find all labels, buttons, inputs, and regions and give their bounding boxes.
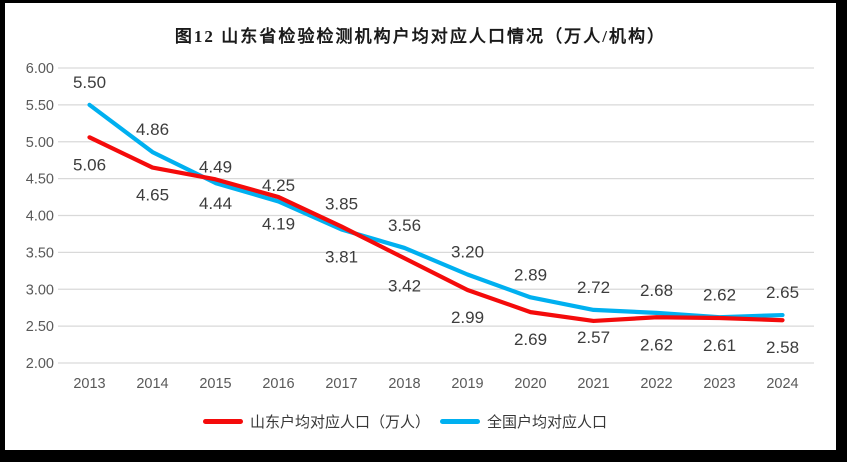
x-axis-tick-label: 2014 bbox=[136, 376, 168, 392]
data-label: 2.58 bbox=[766, 338, 799, 357]
data-label: 4.25 bbox=[262, 176, 295, 195]
chart-title: 图12 山东省检验检测机构户均对应人口情况（万人/机构） bbox=[174, 27, 667, 46]
data-label: 5.06 bbox=[73, 155, 106, 174]
legend-label-national: 全国户均对应人口 bbox=[487, 414, 608, 431]
data-label: 5.50 bbox=[73, 73, 106, 92]
x-axis-tick-label: 2020 bbox=[514, 376, 546, 392]
data-label: 2.68 bbox=[640, 281, 673, 300]
border-left bbox=[0, 0, 5, 462]
data-label: 4.86 bbox=[136, 120, 169, 139]
y-axis-tick-label: 5.00 bbox=[26, 135, 54, 151]
data-label: 2.72 bbox=[577, 278, 610, 297]
y-axis-tick-label: 2.00 bbox=[26, 356, 54, 372]
data-label: 4.49 bbox=[199, 157, 232, 176]
data-label: 4.44 bbox=[199, 194, 232, 213]
data-label: 3.85 bbox=[325, 195, 358, 214]
x-axis-tick-label: 2022 bbox=[640, 376, 672, 392]
x-axis-tick-label: 2013 bbox=[73, 376, 105, 392]
data-label: 4.19 bbox=[262, 214, 295, 233]
x-axis-tick-label: 2021 bbox=[577, 376, 609, 392]
data-label: 3.56 bbox=[388, 216, 421, 235]
data-label: 3.81 bbox=[325, 248, 358, 267]
y-axis-tick-label: 2.50 bbox=[26, 319, 54, 335]
data-label: 4.65 bbox=[136, 186, 169, 205]
data-label: 2.65 bbox=[766, 283, 799, 302]
chart-legend: 山东户均对应人口（万人） 全国户均对应人口 bbox=[0, 411, 810, 432]
x-axis-tick-label: 2024 bbox=[766, 376, 798, 392]
y-axis-tick-label: 6.00 bbox=[26, 61, 54, 77]
data-label: 2.57 bbox=[577, 328, 610, 347]
series-line-shandong bbox=[87, 135, 785, 324]
data-label: 2.69 bbox=[514, 330, 547, 349]
x-axis-tick-label: 2017 bbox=[325, 376, 357, 392]
x-axis-tick-label: 2018 bbox=[388, 376, 420, 392]
data-label: 2.89 bbox=[514, 265, 547, 284]
border-right bbox=[836, 0, 847, 462]
data-label: 3.42 bbox=[388, 276, 421, 295]
data-label: 2.99 bbox=[451, 308, 484, 327]
series-line-national bbox=[87, 102, 785, 320]
y-axis-tick-label: 4.50 bbox=[26, 172, 54, 188]
border-bottom bbox=[0, 450, 847, 462]
legend-label-shandong: 山东户均对应人口（万人） bbox=[249, 414, 430, 431]
legend-item-national: 全国户均对应人口 bbox=[440, 411, 607, 432]
data-label: 2.61 bbox=[703, 336, 736, 355]
data-label: 2.62 bbox=[703, 285, 736, 304]
legend-item-shandong: 山东户均对应人口（万人） bbox=[202, 411, 430, 432]
y-axis-tick-label: 4.00 bbox=[26, 209, 54, 225]
x-axis-tick-label: 2015 bbox=[199, 376, 231, 392]
data-label: 3.20 bbox=[451, 243, 484, 262]
legend-line-sample-national bbox=[440, 419, 480, 424]
y-axis-tick-label: 3.50 bbox=[26, 245, 54, 261]
y-axis-tick-label: 3.00 bbox=[26, 282, 54, 298]
x-axis-tick-label: 2016 bbox=[262, 376, 294, 392]
data-label: 2.62 bbox=[640, 335, 673, 354]
border-top bbox=[0, 0, 847, 3]
legend-line-sample-shandong bbox=[202, 419, 243, 424]
x-axis-tick-label: 2023 bbox=[703, 376, 735, 392]
x-axis-tick-label: 2019 bbox=[451, 376, 483, 392]
y-axis-tick-label: 5.50 bbox=[26, 98, 54, 114]
